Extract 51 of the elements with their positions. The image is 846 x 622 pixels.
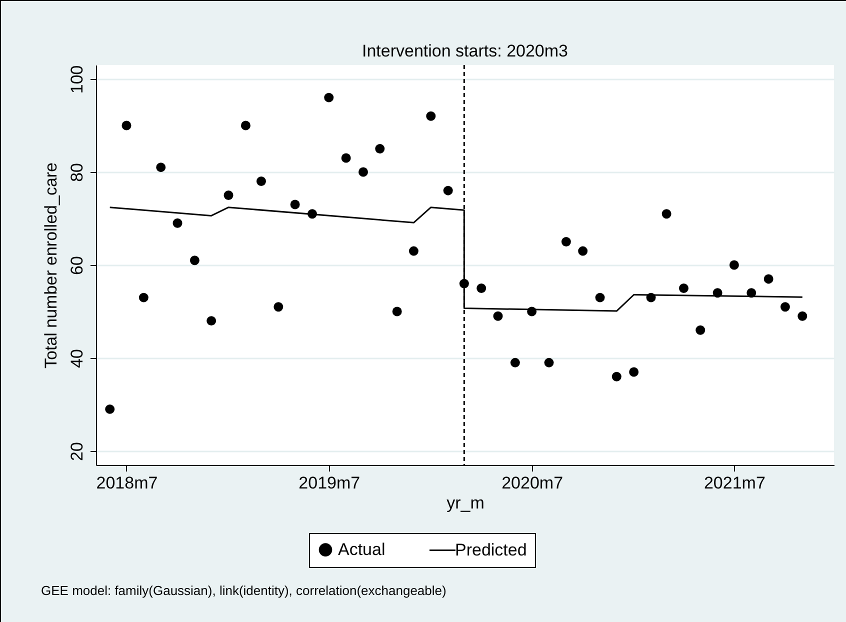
- point: [156, 162, 166, 172]
- point: [729, 260, 739, 270]
- point: [510, 358, 520, 368]
- point: [206, 316, 216, 326]
- x-tick-label: 2018m7: [96, 474, 158, 492]
- point: [595, 292, 605, 302]
- point: [172, 218, 182, 228]
- y-tick-label: 80: [68, 163, 86, 182]
- y-axis-title: Total number enrolled_care: [42, 162, 60, 369]
- point: [408, 246, 418, 256]
- point: [798, 311, 808, 321]
- x-axis-title: yr_m: [446, 494, 484, 512]
- point: [256, 176, 266, 186]
- point: [324, 92, 334, 102]
- point: [443, 186, 453, 196]
- y-tick-label: 100: [68, 65, 86, 94]
- point: [224, 190, 234, 200]
- point: [138, 292, 148, 302]
- point: [780, 302, 790, 312]
- point: [544, 358, 554, 368]
- text: GEE model: family(Gaussian), link(identity), correlation(exchangeable): [41, 583, 446, 598]
- point: [358, 167, 368, 177]
- point: [678, 284, 688, 293]
- point: [662, 209, 672, 219]
- x-tick-label: 2021m7: [704, 474, 766, 492]
- point: [122, 120, 132, 130]
- point: [476, 284, 486, 293]
- point: [274, 302, 284, 312]
- chart-title: Intervention starts: 2020m3: [362, 41, 568, 60]
- point: [696, 325, 706, 335]
- x-tick-label: 2019m7: [298, 474, 360, 492]
- point: [426, 111, 436, 121]
- point: [375, 144, 385, 154]
- point: [341, 153, 351, 163]
- point: [105, 404, 115, 414]
- point: [561, 237, 571, 246]
- legend-label: Actual: [338, 540, 386, 559]
- point: [493, 311, 503, 321]
- point: [629, 367, 639, 377]
- x-tick-label: 2020m7: [502, 474, 564, 492]
- point: [578, 246, 588, 256]
- point: [764, 274, 774, 284]
- y-tick-label: 20: [68, 442, 86, 462]
- point: [392, 306, 402, 316]
- y-tick-label: 40: [68, 349, 86, 368]
- point: [240, 120, 250, 130]
- point: [290, 200, 300, 210]
- point: [612, 372, 622, 382]
- legend-label: Predicted: [455, 540, 527, 560]
- y-tick-label: 60: [68, 256, 86, 275]
- point: [190, 256, 200, 266]
